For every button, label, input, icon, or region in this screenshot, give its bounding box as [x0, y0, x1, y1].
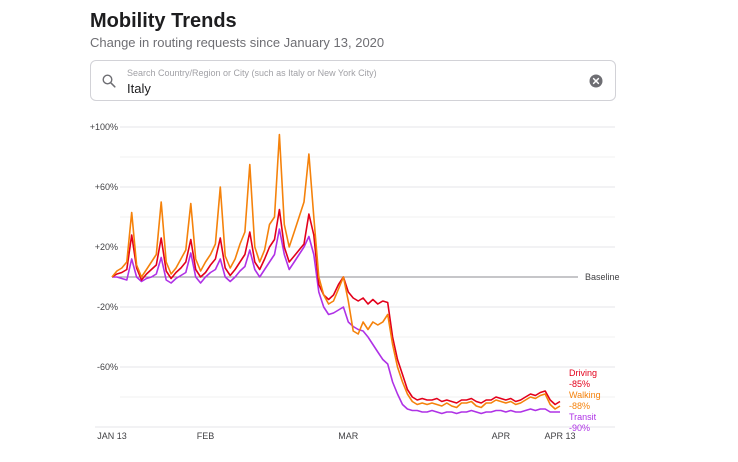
x-tick-label: FEB — [197, 431, 215, 441]
page-title: Mobility Trends — [90, 10, 237, 32]
mobility-chart: +100% +60% +20% -20% -60% Baseline JAN 13 FEB MA… — [90, 122, 620, 441]
series-line-transit — [112, 228, 560, 415]
baseline-label: Baseline — [585, 272, 620, 282]
series-line-driving — [111, 208, 561, 406]
x-tick-label: APR — [492, 431, 511, 441]
y-tick-label: -60% — [97, 362, 118, 372]
series-label-driving: Driving — [569, 368, 597, 378]
search-input[interactable] — [127, 81, 527, 96]
y-tick-label: +60% — [95, 182, 118, 192]
search-icon — [102, 74, 116, 88]
series-value-transit: -90% — [569, 423, 590, 433]
series-line-walking — [111, 133, 561, 410]
search-box[interactable]: Search Country/Region or City (such as I… — [90, 60, 616, 101]
x-tick-label: MAR — [338, 431, 359, 441]
x-tick-label: JAN 13 — [97, 431, 127, 441]
y-tick-label: +100% — [90, 122, 118, 132]
clear-icon[interactable] — [589, 74, 603, 88]
series-label-walking: Walking — [569, 390, 601, 400]
search-placeholder: Search Country/Region or City (such as I… — [127, 68, 377, 78]
y-tick-label: -20% — [97, 302, 118, 312]
series-value-walking: -88% — [569, 401, 590, 411]
x-tick-label: APR 13 — [544, 431, 575, 441]
page-subtitle: Change in routing requests since January… — [90, 35, 385, 50]
series-value-driving: -85% — [569, 379, 590, 389]
series-label-transit: Transit — [569, 412, 597, 422]
y-tick-label: +20% — [95, 242, 118, 252]
